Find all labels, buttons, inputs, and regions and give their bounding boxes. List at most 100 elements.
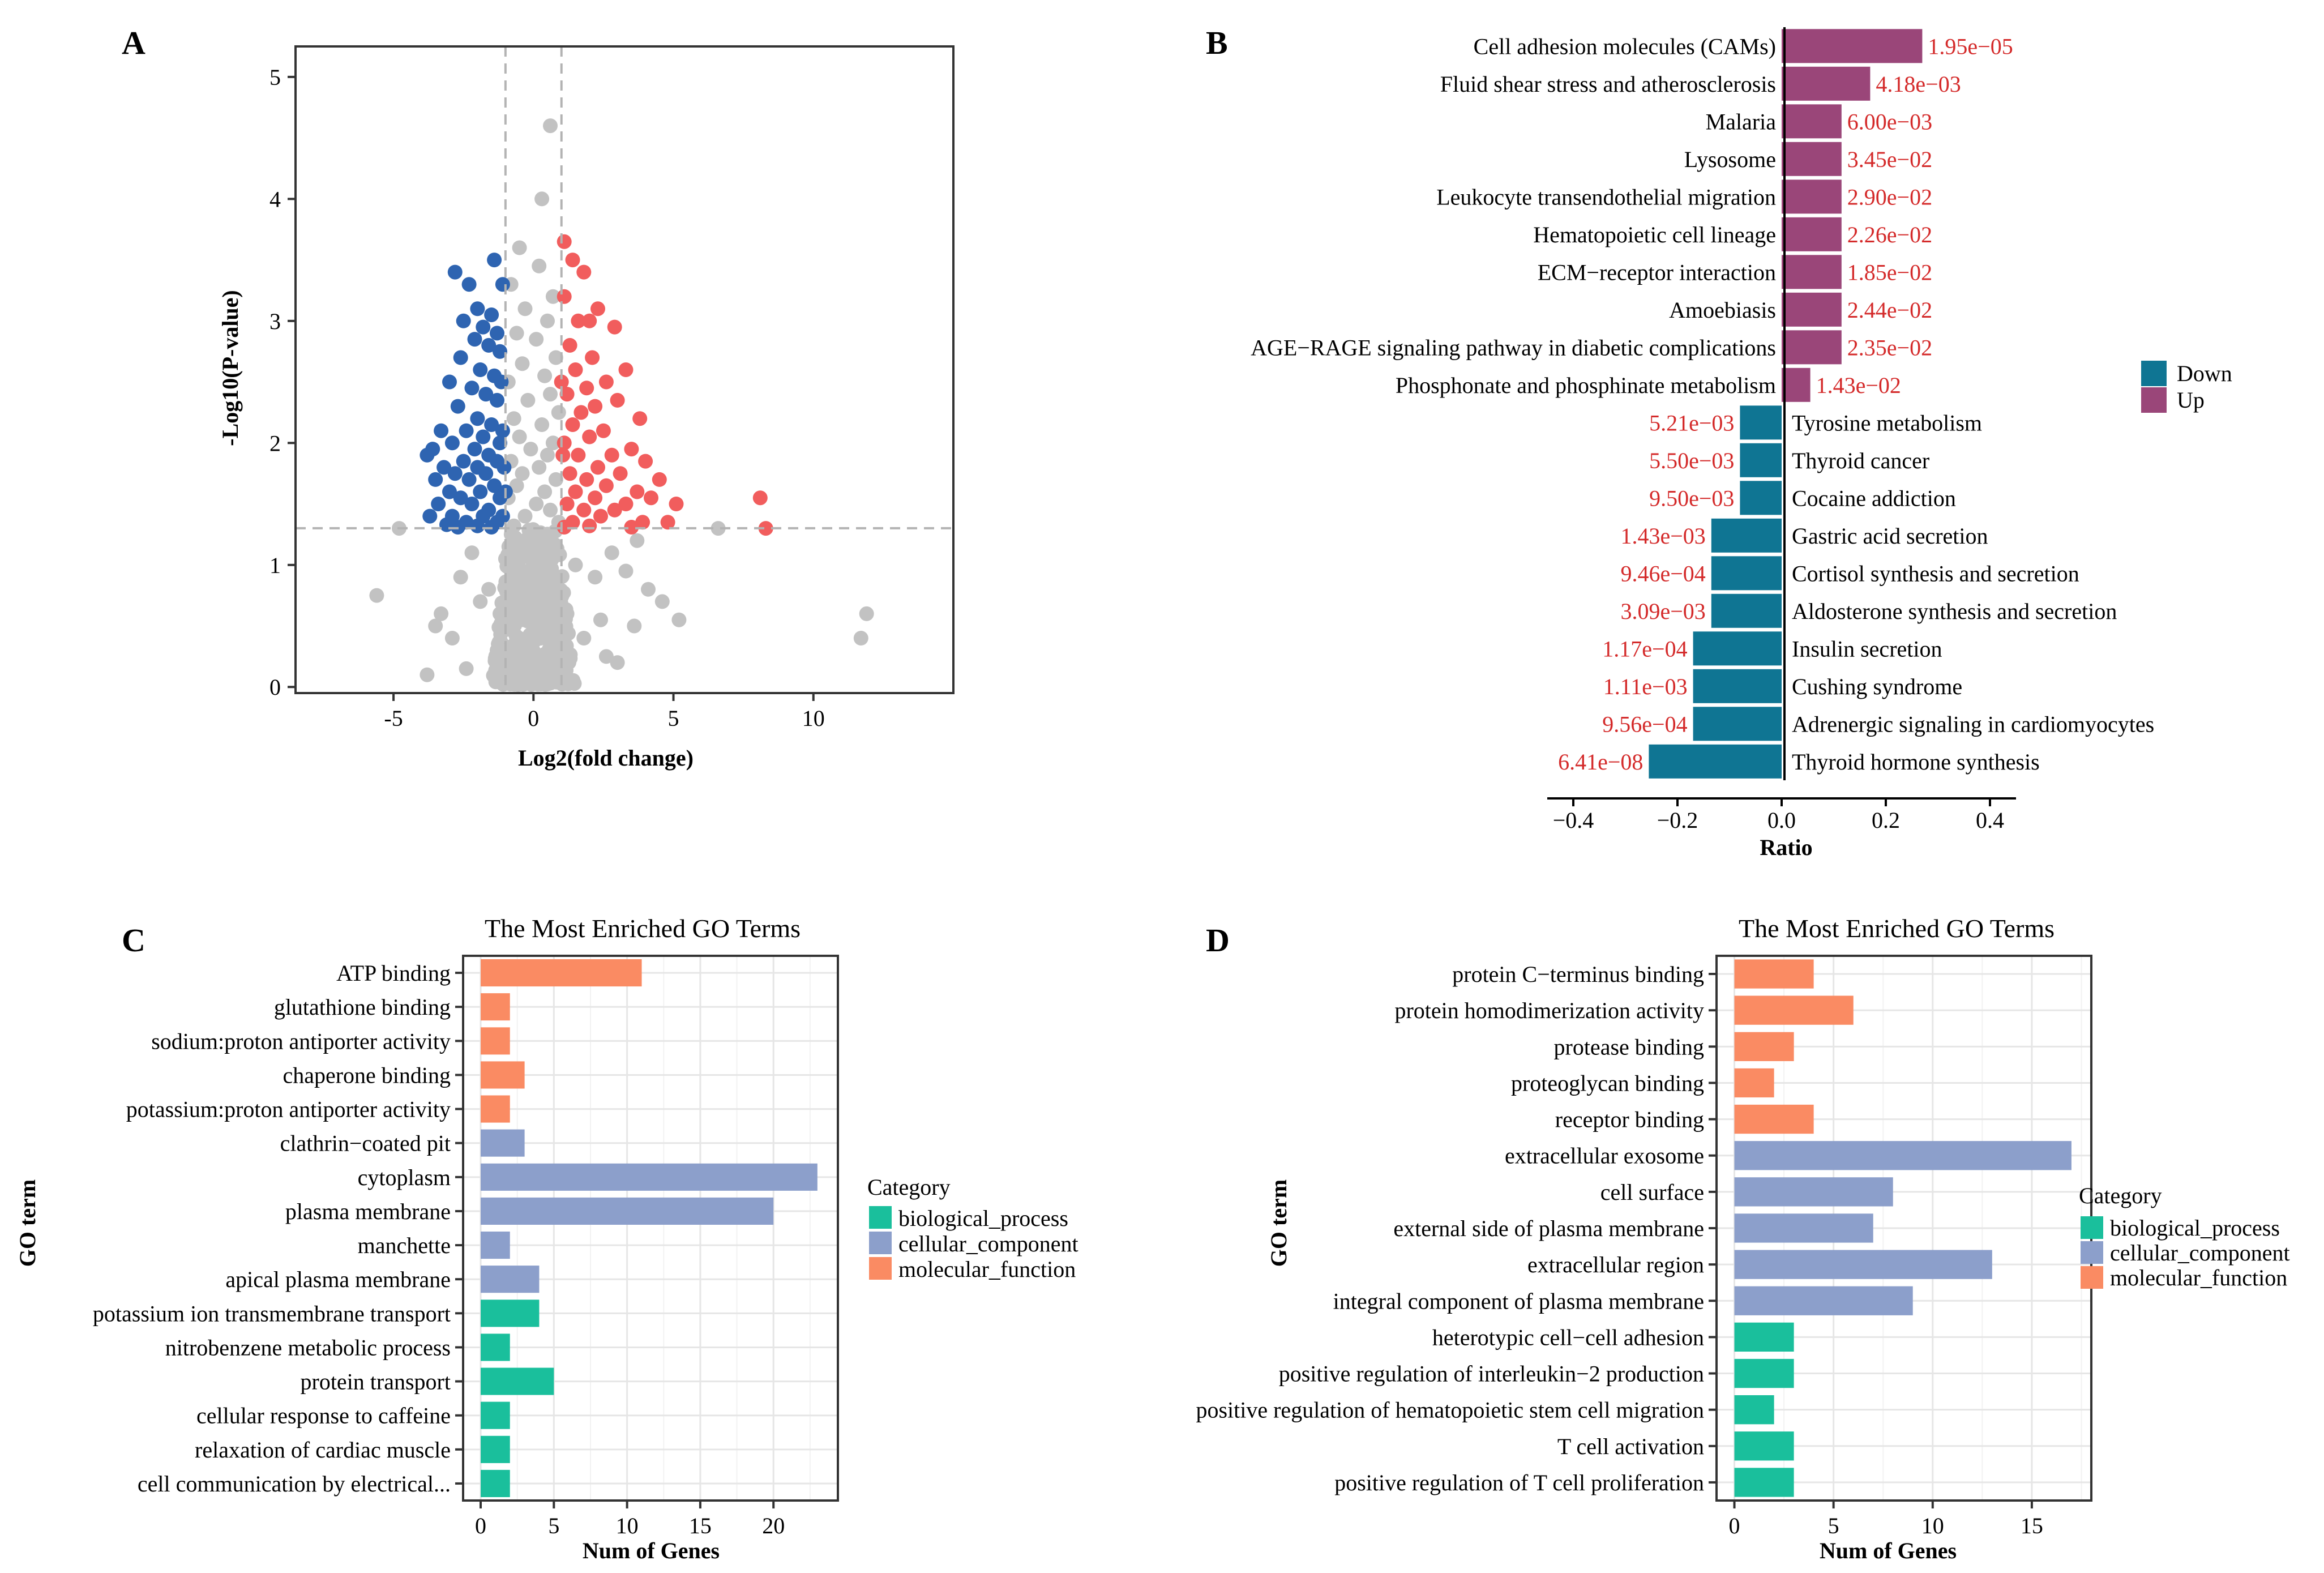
go-term-label: potassium ion transmembrane transport xyxy=(93,1301,451,1326)
kegg-pvalue-label: 5.21e−03 xyxy=(1649,410,1734,435)
kegg-pathway-label: Amoebiasis xyxy=(1669,297,1776,323)
point-up xyxy=(598,374,614,390)
point-down xyxy=(434,423,449,438)
point-down xyxy=(456,313,471,328)
kegg-bar xyxy=(1782,367,1811,402)
point-up xyxy=(588,399,603,414)
x-tick-label: 5 xyxy=(668,706,679,731)
point-up xyxy=(596,423,611,438)
go-c-term-labels: ATP binding glutathione binding sodium:pro… xyxy=(93,960,463,1497)
point-up xyxy=(576,264,592,280)
x-tick-label: 20 xyxy=(762,1513,785,1538)
kegg-bar xyxy=(1649,744,1782,779)
legend-swatch-up xyxy=(2141,387,2167,413)
go-bar xyxy=(1734,1286,1913,1315)
go-term-label: nitrobenzene metabolic process xyxy=(165,1335,451,1360)
kegg-pvalue-label: 6.41e−08 xyxy=(1558,749,1643,775)
point-down xyxy=(493,344,507,359)
point-up xyxy=(624,520,639,535)
go-bar xyxy=(481,1095,510,1123)
point-up xyxy=(579,381,594,396)
point-not-significant xyxy=(604,545,619,561)
kegg-pvalue-label: 6.00e−03 xyxy=(1847,109,1932,134)
point-down xyxy=(484,307,499,322)
kegg-bar xyxy=(1711,593,1782,628)
kegg-bar xyxy=(1740,405,1782,440)
point-not-significant xyxy=(506,411,521,426)
x-tick-label: 0 xyxy=(528,706,539,731)
go-c-plot-frame xyxy=(462,955,839,1502)
point-not-significant xyxy=(533,631,547,646)
point-not-significant xyxy=(545,567,560,582)
go-term-label: apical plasma membrane xyxy=(225,1267,451,1292)
point-down xyxy=(473,362,488,377)
kegg-pathway-labels: Cell adhesion molecules (CAMs) Fluid shea… xyxy=(1251,33,2154,775)
go-term-label: potassium:proton antiporter activity xyxy=(126,1097,451,1122)
go-term-label: cell communication by electrical... xyxy=(138,1471,451,1497)
point-up xyxy=(582,313,597,328)
go-bar xyxy=(1734,1213,1873,1243)
go-term-label: integral component of plasma membrane xyxy=(1333,1288,1704,1314)
kegg-pvalue-label: 3.09e−03 xyxy=(1620,599,1705,624)
point-down xyxy=(490,392,504,408)
point-up xyxy=(579,472,594,487)
go-term-label: extracellular exosome xyxy=(1505,1143,1704,1169)
point-not-significant xyxy=(593,612,608,627)
point-not-significant xyxy=(511,677,526,692)
kegg-pathway-label: Malaria xyxy=(1706,109,1777,134)
point-not-significant xyxy=(506,518,521,533)
panel-letter-c: C xyxy=(122,922,145,959)
kegg-bar xyxy=(1782,217,1842,251)
go-d-legend: Category biological_process cellular_com… xyxy=(2079,1183,2290,1290)
point-up xyxy=(632,411,648,426)
y-tick-label: 3 xyxy=(269,309,281,334)
point-up xyxy=(557,234,572,249)
x-tick-label: 10 xyxy=(1921,1513,1944,1538)
point-up xyxy=(758,521,773,536)
kegg-bar xyxy=(1740,481,1782,515)
go-c-legend-swatch-mf xyxy=(869,1257,892,1280)
point-up xyxy=(565,417,580,432)
point-down xyxy=(444,435,460,451)
kegg-pathway-label: Tyrosine metabolism xyxy=(1792,410,1982,435)
x-tick-label: 0.2 xyxy=(1872,807,1900,833)
point-down xyxy=(487,253,502,268)
point-up xyxy=(590,301,605,317)
kegg-pathway-label: Hematopoietic cell lineage xyxy=(1533,222,1776,247)
point-up xyxy=(576,502,592,518)
point-not-significant xyxy=(853,631,868,646)
volcano-x-ticks: -5 0 5 10 xyxy=(384,693,825,731)
go-bar xyxy=(481,1401,510,1429)
point-down xyxy=(470,301,485,317)
kegg-pvalue-label: 4.18e−03 xyxy=(1876,71,1961,97)
point-up xyxy=(638,454,653,469)
kegg-pathway-label: Lysosome xyxy=(1684,147,1776,172)
go-c-x-ticks: 0 5 10 15 20 xyxy=(475,1501,785,1538)
go-term-label: cytoplasm xyxy=(358,1165,451,1190)
x-tick-label: 0 xyxy=(475,1513,486,1538)
go-term-label: external side of plasma membrane xyxy=(1393,1216,1704,1241)
go-bar xyxy=(1734,1177,1893,1207)
go-d-bars xyxy=(1734,959,2072,1497)
kegg-pathway-label: Phosphonate and phosphinate metabolism xyxy=(1396,373,1776,398)
volcano-y-axis-label: -Log10(P-value) xyxy=(217,290,243,446)
point-not-significant xyxy=(523,442,538,457)
go-enrichment-panel-d: The Most Enriched GO Terms protein C−ter… xyxy=(1196,914,2289,1563)
go-bar xyxy=(481,1266,540,1293)
go-bar xyxy=(481,1163,818,1191)
point-up xyxy=(635,515,650,530)
point-down xyxy=(470,411,485,426)
point-not-significant xyxy=(464,545,480,561)
point-not-significant xyxy=(588,570,603,585)
point-down xyxy=(476,319,491,335)
point-up xyxy=(562,466,577,481)
go-c-plot-background xyxy=(463,956,838,1501)
threshold-lines xyxy=(296,46,953,693)
go-term-label: glutathione binding xyxy=(274,994,451,1020)
go-d-legend-swatch-bp xyxy=(2081,1216,2103,1239)
point-not-significant xyxy=(481,582,497,597)
point-up xyxy=(652,472,667,487)
point-not-significant xyxy=(630,533,645,548)
point-down xyxy=(464,381,480,396)
point-not-significant xyxy=(512,597,527,612)
